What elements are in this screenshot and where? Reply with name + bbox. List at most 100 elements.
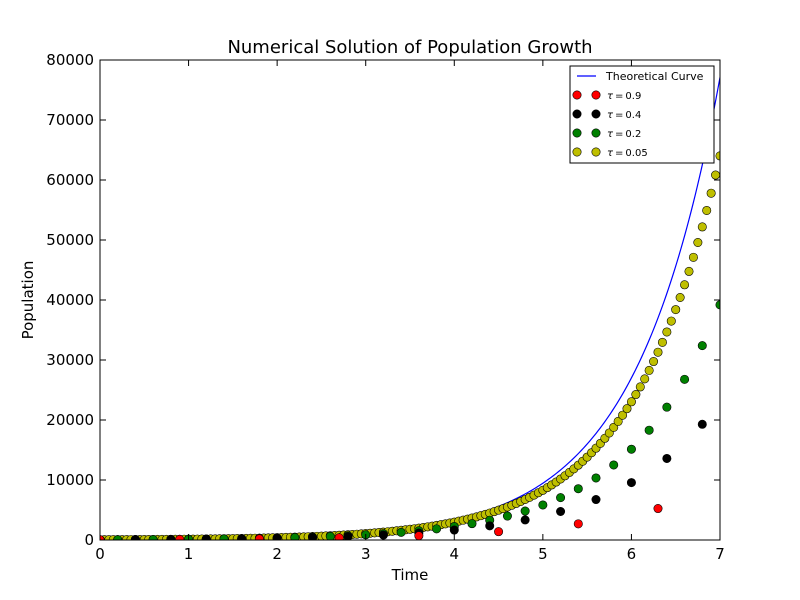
series-layer bbox=[100, 77, 720, 540]
y-tick-label: 70000 bbox=[46, 111, 94, 129]
point-tau-0-2 bbox=[467, 519, 477, 529]
point-tau-0-05 bbox=[618, 410, 628, 420]
y-tick-label: 10000 bbox=[46, 471, 94, 489]
point-tau-0-4 bbox=[237, 534, 247, 540]
point-tau-0-9 bbox=[494, 527, 504, 537]
legend: Theoretical Curve τ = 0.9 τ = 0.4 τ = 0.2 τ = 0.… bbox=[569, 65, 715, 164]
y-axis-label: Population bbox=[19, 261, 37, 340]
legend-marker-tau-0-9 bbox=[572, 90, 582, 100]
point-tau-0-2 bbox=[502, 511, 512, 521]
point-tau-0-9 bbox=[254, 534, 264, 540]
point-tau-0-2 bbox=[626, 444, 636, 454]
legend-label-tau-0-2: τ = 0.2 bbox=[607, 129, 641, 140]
point-tau-0-2 bbox=[680, 374, 690, 384]
point-tau-0-2 bbox=[609, 460, 619, 470]
point-tau-0-05 bbox=[675, 292, 685, 302]
legend-marker-tau-0-9 bbox=[591, 90, 601, 100]
point-tau-0-2 bbox=[573, 484, 583, 494]
point-tau-0-2 bbox=[591, 473, 601, 483]
point-tau-0-2 bbox=[148, 534, 158, 540]
x-tick-label: 7 bbox=[715, 545, 725, 563]
point-tau-0-05 bbox=[622, 404, 632, 414]
legend-marker-tau-0-05 bbox=[572, 147, 582, 157]
y-tick-label: 50000 bbox=[46, 231, 94, 249]
point-tau-0-4 bbox=[556, 506, 566, 516]
point-tau-0-05 bbox=[644, 365, 654, 375]
point-tau-0-2 bbox=[662, 402, 672, 412]
y-tick-label: 60000 bbox=[46, 171, 94, 189]
legend-label-tau-0-4: τ = 0.4 bbox=[607, 110, 641, 121]
point-tau-0-4 bbox=[343, 532, 353, 540]
point-tau-0-9 bbox=[175, 534, 185, 540]
point-tau-0-4 bbox=[485, 521, 495, 531]
point-tau-0-05 bbox=[649, 357, 659, 367]
point-tau-0-2 bbox=[396, 527, 406, 537]
point-tau-0-2 bbox=[432, 524, 442, 534]
legend-marker-tau-0-05 bbox=[591, 147, 601, 157]
point-tau-0-4 bbox=[449, 525, 459, 535]
point-tau-0-9 bbox=[573, 519, 583, 529]
legend-marker-tau-0-4 bbox=[591, 109, 601, 119]
y-tick-label: 80000 bbox=[46, 51, 94, 69]
plot-area: 0 1 2 3 4 5 6 7 0 10000 20000 30000 40000 50000 60000… bbox=[46, 51, 724, 563]
point-tau-0-2 bbox=[219, 534, 229, 540]
legend-marker-tau-0-4 bbox=[572, 109, 582, 119]
y-axis: 0 10000 20000 30000 40000 50000 60000 70000 8000… bbox=[46, 51, 720, 549]
point-tau-0-9 bbox=[653, 504, 663, 514]
point-tau-0-05 bbox=[631, 390, 641, 400]
point-tau-0-4 bbox=[201, 534, 211, 540]
x-tick-label: 5 bbox=[538, 545, 548, 563]
point-tau-0-05 bbox=[613, 416, 623, 426]
point-tau-0-05 bbox=[680, 280, 690, 290]
chart-title: Numerical Solution of Population Growth bbox=[227, 37, 592, 58]
point-tau-0-05 bbox=[693, 238, 703, 248]
point-tau-0-05 bbox=[626, 397, 636, 407]
legend-marker-tau-0-2 bbox=[572, 128, 582, 138]
legend-marker-tau-0-2 bbox=[591, 128, 601, 138]
point-tau-0-4 bbox=[308, 533, 318, 540]
legend-label-tau-0-9: τ = 0.9 bbox=[607, 91, 641, 102]
point-tau-0-4 bbox=[520, 515, 530, 525]
point-tau-0-4 bbox=[662, 453, 672, 463]
point-tau-0-4 bbox=[591, 495, 601, 505]
x-axis-label: Time bbox=[391, 566, 429, 584]
y-tick-label: 40000 bbox=[46, 291, 94, 309]
point-tau-0-05 bbox=[688, 252, 698, 262]
point-tau-0-9 bbox=[414, 531, 424, 540]
legend-theoretical-label: Theoretical Curve bbox=[605, 70, 704, 83]
point-tau-0-2 bbox=[556, 493, 566, 503]
point-tau-0-05 bbox=[666, 316, 676, 326]
point-tau-0-05 bbox=[697, 222, 707, 232]
point-tau-0-4 bbox=[626, 478, 636, 488]
point-tau-0-05 bbox=[671, 305, 681, 315]
point-tau-0-2 bbox=[520, 506, 530, 516]
point-tau-0-05 bbox=[640, 374, 650, 384]
x-tick-label: 2 bbox=[272, 545, 282, 563]
y-tick-label: 20000 bbox=[46, 411, 94, 429]
x-tick-label: 4 bbox=[450, 545, 460, 563]
point-tau-0-2 bbox=[290, 533, 300, 540]
point-tau-0-4 bbox=[378, 530, 388, 540]
point-tau-0-05 bbox=[657, 337, 667, 347]
point-tau-0-4 bbox=[166, 534, 176, 540]
x-tick-label: 1 bbox=[184, 545, 194, 563]
y-tick-label: 0 bbox=[84, 531, 94, 549]
point-tau-0-05 bbox=[684, 266, 694, 276]
point-tau-0-9 bbox=[334, 533, 344, 540]
point-tau-0-2 bbox=[697, 341, 707, 351]
x-tick-label: 3 bbox=[361, 545, 371, 563]
point-tau-0-2 bbox=[644, 425, 654, 435]
point-tau-0-2 bbox=[325, 531, 335, 540]
point-tau-0-05 bbox=[711, 170, 720, 180]
point-tau-0-05 bbox=[706, 188, 716, 198]
x-axis: 0 1 2 3 4 5 6 7 bbox=[95, 60, 725, 563]
point-tau-0-05 bbox=[635, 382, 645, 392]
point-tau-0-05 bbox=[702, 205, 712, 215]
point-tau-0-05 bbox=[662, 327, 672, 337]
y-tick-label: 30000 bbox=[46, 351, 94, 369]
point-tau-0-4 bbox=[697, 419, 707, 429]
x-tick-label: 6 bbox=[627, 545, 637, 563]
point-tau-0-2 bbox=[538, 500, 548, 510]
x-tick-label: 0 bbox=[95, 545, 105, 563]
